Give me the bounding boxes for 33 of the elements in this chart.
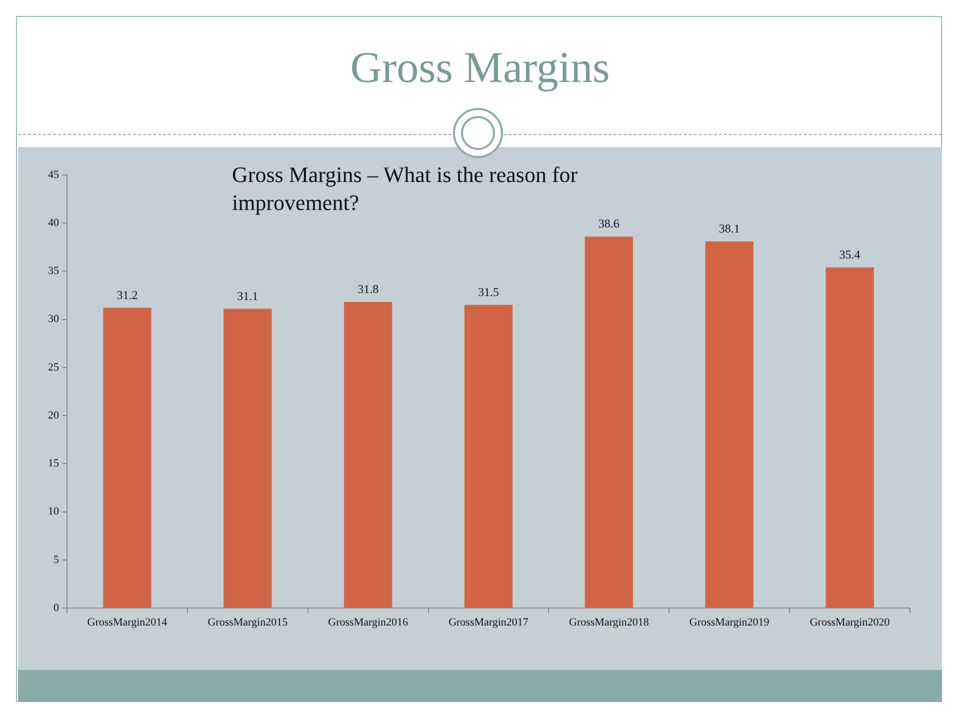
data-label: 31.5: [478, 285, 499, 300]
data-label: 35.4: [839, 248, 860, 262]
bar: [224, 308, 272, 608]
x-tick-label: GrossMargin2019: [689, 616, 770, 628]
x-tick-label: GrossMargin2017: [448, 616, 529, 628]
data-label: 38.1: [718, 222, 740, 236]
y-tick-label: 45: [48, 168, 60, 181]
y-tick-label: 30: [48, 313, 60, 326]
x-tick-label: GrossMargin2016: [328, 616, 408, 628]
y-tick-label: 35: [48, 265, 60, 278]
bar: [705, 241, 754, 608]
chart-subtitle: Gross Margins – What is the reason for improvement?: [232, 161, 579, 217]
data-label: 38.6: [598, 216, 620, 231]
bar: [344, 302, 392, 608]
bar: [464, 304, 513, 608]
y-tick-label: 5: [54, 554, 60, 566]
data-label: 31.8: [358, 282, 379, 296]
data-label: 31.2: [116, 288, 138, 302]
x-tick-label: GrossMargin2020: [810, 616, 890, 628]
y-tick-label: 10: [48, 506, 60, 518]
bar: [826, 267, 874, 608]
y-tick-label: 15: [48, 458, 60, 470]
bar: [103, 308, 152, 608]
y-tick-label: 0: [54, 602, 60, 614]
x-tick-label: GrossMargin2018: [569, 616, 650, 628]
chart-title: Gross Margins: [349, 42, 611, 93]
y-tick-label: 40: [48, 217, 60, 229]
y-tick-label: 25: [48, 361, 60, 374]
data-label: 31.1: [237, 288, 258, 303]
y-tick-label: 20: [48, 409, 60, 422]
x-tick-label: GrossMargin2015: [208, 616, 288, 628]
x-tick-label: GrossMargin2014: [87, 616, 168, 628]
bar: [584, 236, 634, 608]
